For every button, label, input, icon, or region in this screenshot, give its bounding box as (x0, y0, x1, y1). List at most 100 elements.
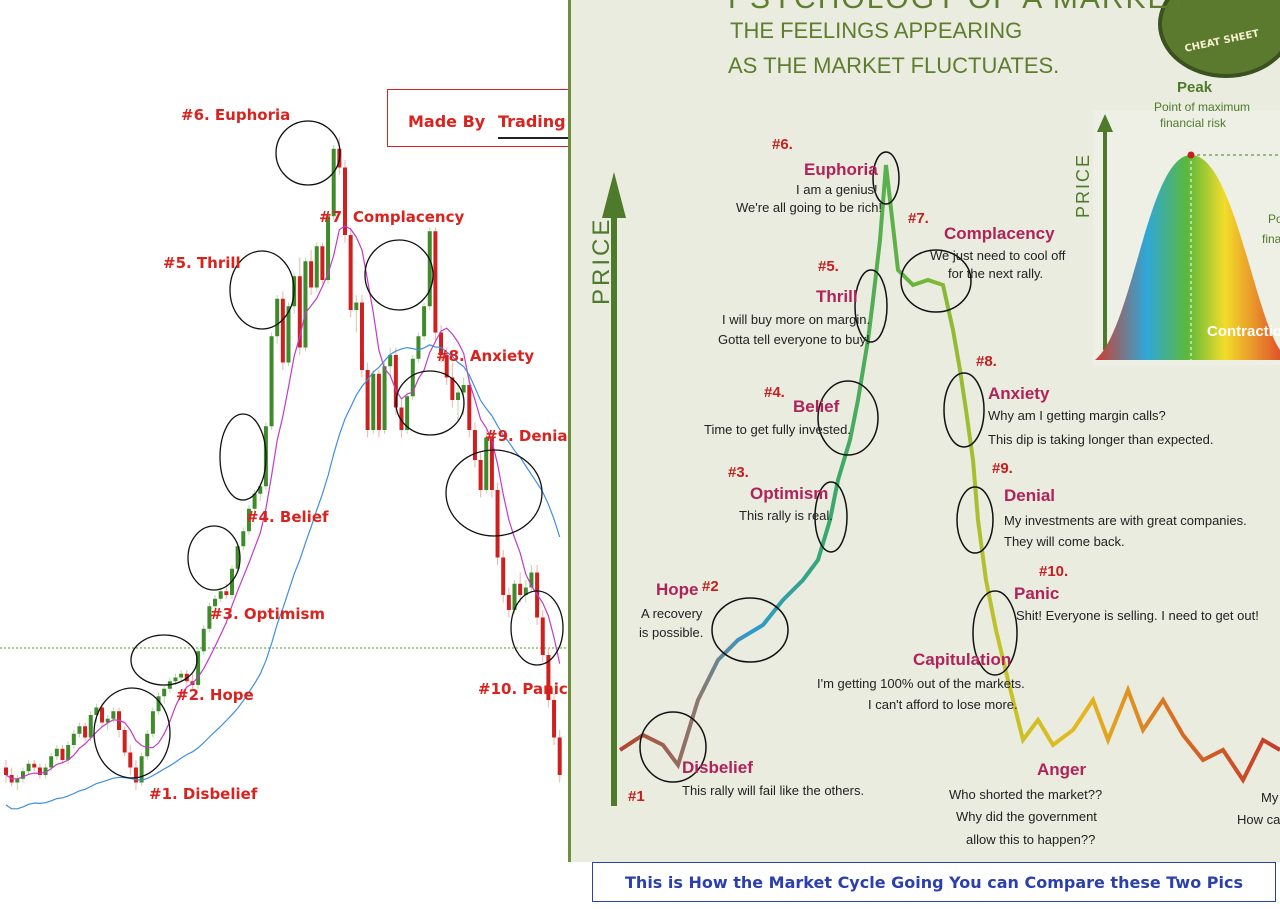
candle (399, 407, 404, 430)
candle (179, 673, 184, 678)
inset-contraction: Contractio (1207, 323, 1280, 340)
thrill-title: Thrill (816, 287, 858, 306)
circle-denial (445, 449, 543, 537)
inset-peak: Peak (1177, 79, 1213, 96)
circle-thrill (229, 250, 295, 330)
belief-title: Belief (793, 397, 840, 416)
panic-title: Panic (1014, 584, 1060, 603)
stage-circles (93, 120, 564, 779)
complacency-title: Complacency (944, 224, 1055, 243)
candle (54, 748, 59, 757)
inset-peak-desc1: Point of maximum (1154, 100, 1251, 114)
complacency-q1: We just need to cool off (930, 248, 1066, 263)
candle (495, 490, 500, 558)
candle (4, 767, 8, 775)
candle (461, 385, 466, 393)
anxiety-title: Anxiety (988, 384, 1050, 403)
candle (331, 148, 336, 217)
hope-q2: is possible. (639, 625, 704, 640)
candle (100, 707, 105, 723)
circle-complacency (364, 239, 434, 311)
candles-group (4, 137, 562, 790)
candle (506, 595, 511, 610)
candle (218, 591, 223, 599)
candle (241, 531, 246, 547)
candle (365, 370, 370, 430)
capitulation-q1: I'm getting 100% out of the markets. (817, 676, 1025, 691)
candle (139, 756, 144, 783)
candle (94, 707, 99, 715)
candle (275, 298, 280, 337)
candle (450, 377, 455, 400)
candle (173, 677, 178, 682)
n3: #3. (728, 464, 749, 481)
stage-label-panic: #10. Panic (478, 680, 568, 698)
stage-label-euphoria: #6. Euphoria (181, 106, 291, 124)
complacency-q2: for the next rally. (948, 266, 1044, 281)
candle (162, 688, 167, 697)
candle (501, 557, 506, 595)
candle (196, 651, 201, 685)
candle (478, 460, 483, 490)
candle (71, 733, 76, 745)
candle (286, 306, 291, 363)
infographic-title: PSYCHOLOGY OF A MARKET (728, 0, 1190, 16)
n6: #6. (772, 136, 793, 153)
circle-panic (510, 590, 564, 666)
candle (320, 246, 325, 280)
hope-title: Hope (656, 580, 699, 599)
anxiety-q2: This dip is taking longer than expected. (988, 432, 1214, 447)
candle (235, 546, 240, 569)
anger-q3: allow this to happen?? (966, 832, 1096, 847)
candle (557, 737, 562, 775)
denial-title: Denial (1004, 486, 1056, 505)
euphoria-title: Euphoria (804, 160, 878, 179)
candle (393, 355, 398, 408)
candle (49, 756, 54, 768)
edge-q1: My (1261, 790, 1279, 805)
candle (37, 767, 42, 775)
candle (269, 336, 274, 427)
candle (43, 767, 48, 775)
candle (88, 715, 93, 738)
cycle-circles (639, 151, 1018, 783)
candle (512, 583, 517, 610)
edge-q2: How can (1237, 812, 1280, 827)
anger-title: Anger (1037, 760, 1087, 779)
disbelief-title: Disbelief (682, 758, 753, 777)
candle (309, 261, 314, 288)
candle (15, 778, 20, 783)
thrill-q1: I will buy more on margin. (722, 312, 871, 327)
belief-q: Time to get fully invested. (704, 422, 851, 437)
stage-label-disbelief: #1. Disbelief (149, 785, 258, 803)
candle (224, 591, 229, 595)
comparison-note: This is How the Market Cycle Going You c… (592, 862, 1276, 902)
left-border (568, 0, 571, 862)
circle-hope (130, 634, 198, 686)
candle (405, 396, 410, 430)
candle (20, 771, 25, 779)
candle (552, 700, 557, 738)
inset-po: Po (1268, 212, 1280, 226)
circle-euphoria (275, 120, 341, 186)
candle (343, 167, 347, 235)
anger-q2: Why did the government (956, 809, 1097, 824)
optimism-q: This rally is real. (739, 508, 833, 523)
thrill-q2: Gotta tell everyone to buy! (718, 332, 870, 347)
candle (416, 336, 421, 359)
stage-label-belief: #4. Belief (246, 508, 329, 526)
candle (489, 437, 494, 490)
candle (523, 587, 528, 595)
candle (128, 752, 133, 768)
left-price-chart: #6. Euphoria #7. Complacency #5. Thrill … (0, 0, 723, 905)
n8: #8. (976, 353, 997, 370)
candle (348, 235, 353, 310)
candle (439, 332, 444, 355)
candle (371, 373, 376, 430)
n9: #9. (992, 460, 1013, 477)
circle-anxiety (395, 370, 465, 436)
candle (60, 748, 65, 760)
stage-label-hope: #2. Hope (176, 686, 254, 704)
candle (105, 718, 110, 723)
candle (213, 598, 218, 607)
